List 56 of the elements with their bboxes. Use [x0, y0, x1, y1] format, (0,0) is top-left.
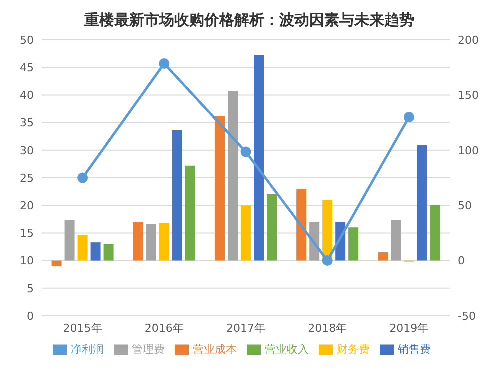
y-tick-label: 15	[20, 227, 34, 240]
chart-title: 重楼最新市场收购价格解析：波动因素与未来趋势	[84, 10, 416, 31]
legend-label: 财务费	[337, 343, 370, 356]
bar	[172, 130, 182, 261]
bar	[240, 206, 251, 261]
x-tick-label: 2019年	[390, 322, 429, 335]
bar	[378, 252, 388, 261]
bar	[185, 166, 196, 261]
y-tick-label: 30	[20, 144, 34, 158]
bar	[430, 205, 440, 261]
bar	[417, 145, 428, 261]
legend-label: 销售费	[398, 343, 431, 356]
y-tick-label: 5	[27, 282, 34, 296]
bar	[146, 224, 156, 261]
x-tick-label: 2016年	[144, 322, 184, 335]
point	[322, 256, 333, 266]
point	[159, 58, 170, 69]
bar	[64, 220, 75, 261]
y-tick-label: 10	[20, 254, 34, 268]
point	[240, 146, 252, 158]
bar	[159, 223, 170, 261]
bar	[348, 228, 359, 261]
y-tick-label: 0	[27, 310, 34, 323]
x-tick-label: 2015年	[63, 322, 102, 335]
bar	[296, 189, 307, 261]
legend-label: 净利润	[71, 343, 104, 356]
y-tick-label: 40	[20, 89, 34, 102]
bar	[104, 244, 114, 261]
bar	[254, 55, 264, 261]
y-tick-label: 35	[20, 116, 34, 130]
y2-tick-label: 50	[458, 200, 472, 213]
point	[78, 172, 88, 184]
bar	[228, 91, 238, 261]
y-tick-label: 45	[20, 62, 34, 75]
bar	[266, 194, 277, 261]
x-tick-label: 2017年	[226, 322, 266, 335]
bar	[133, 222, 144, 261]
y2-tick-label: 200	[458, 34, 479, 47]
legend-label: 营业成本	[193, 343, 237, 356]
bar	[78, 235, 88, 261]
bar	[52, 260, 62, 266]
y-tick-label: 50	[20, 34, 34, 47]
bar	[214, 116, 225, 261]
y-tick-label: 20	[20, 200, 34, 213]
y2-tick-label: 100	[458, 144, 479, 158]
y2-tick-label: 0	[458, 254, 465, 268]
bar	[90, 242, 101, 261]
y2-tick-label: 150	[458, 89, 479, 102]
point	[404, 112, 414, 123]
bar	[391, 220, 402, 261]
bar	[322, 200, 333, 261]
x-tick-label: 2018年	[308, 322, 348, 335]
y-tick-label: 25	[20, 172, 34, 185]
legend-label: 管理费	[132, 343, 165, 356]
y2-tick-label: -50	[458, 310, 476, 323]
legend-label: 营业收入	[265, 343, 309, 356]
